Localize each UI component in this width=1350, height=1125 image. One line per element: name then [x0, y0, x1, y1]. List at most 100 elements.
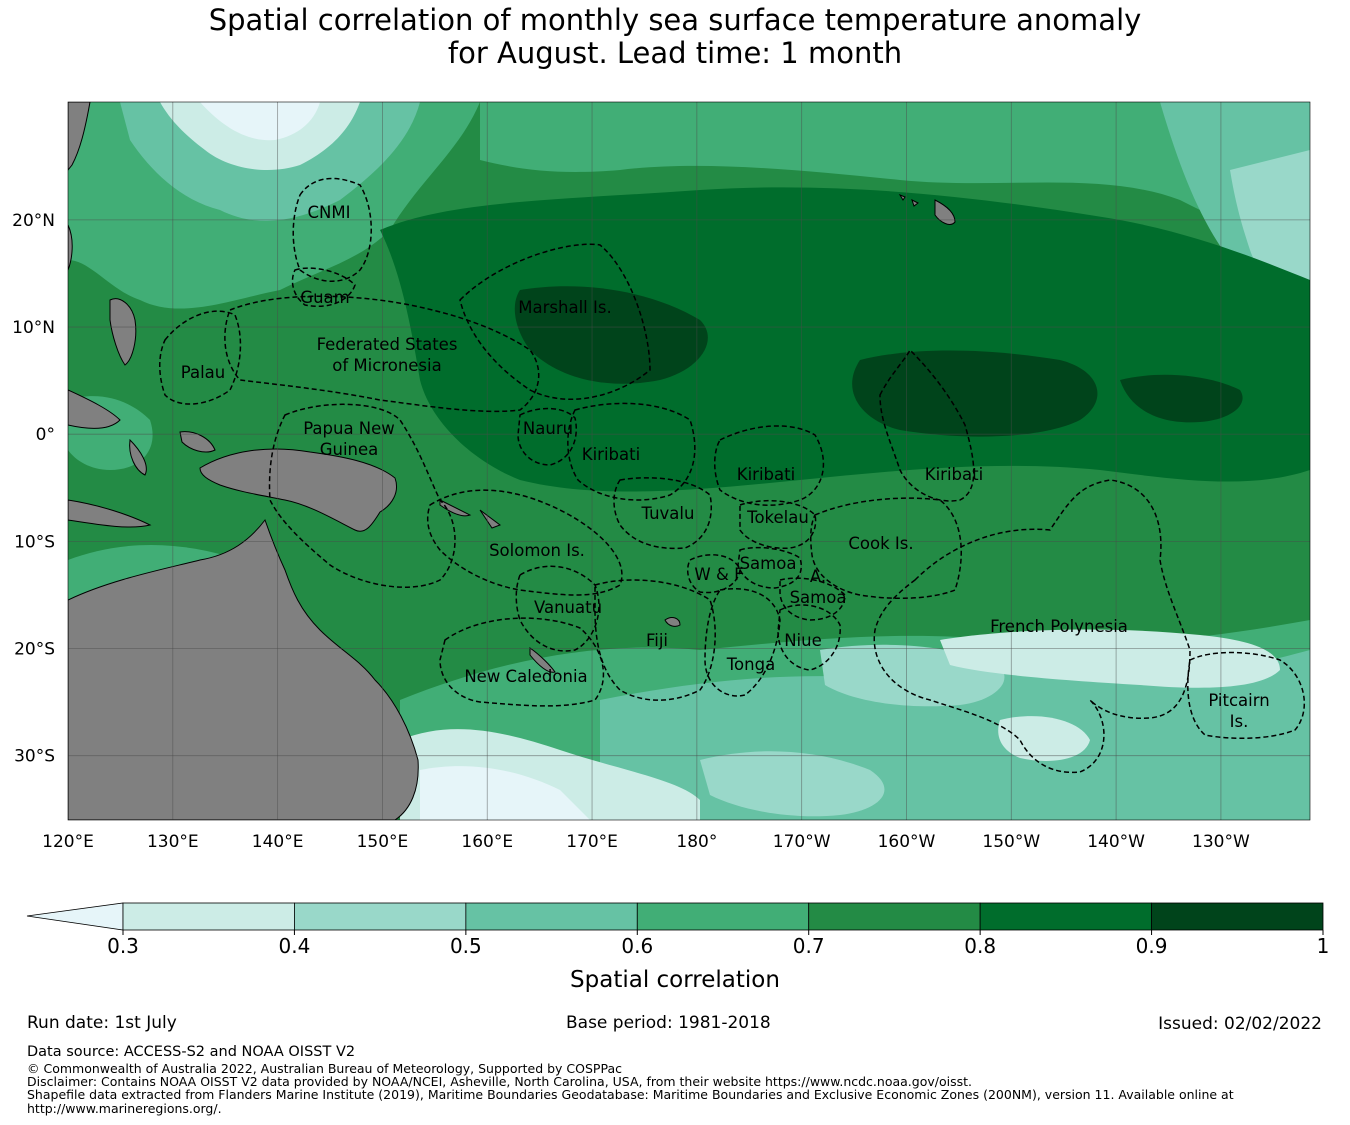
- map-frame: [67, 101, 1311, 821]
- colorbar-cell: [122, 902, 295, 931]
- svg-text:CNMI: CNMI: [308, 203, 351, 222]
- region-label-guam: Guam: [300, 288, 349, 307]
- svg-text:Guam: Guam: [300, 288, 349, 307]
- region-label-fsm: Federated States: [317, 335, 458, 354]
- eez-am-samoa: [779, 577, 846, 621]
- latitude-tick-label: 10°S: [14, 532, 55, 552]
- svg-text:Marshall Is.: Marshall Is.: [518, 298, 611, 317]
- data-source: Data source: ACCESS-S2 and NOAA OISST V2: [27, 1044, 356, 1060]
- eez-samoa: [737, 546, 802, 589]
- colorbar-cell: [636, 902, 810, 931]
- region-label-palau: Palau: [181, 363, 225, 382]
- colorbar-tick-label: 0.3: [107, 934, 139, 958]
- svg-text:Samoa: Samoa: [790, 588, 847, 607]
- longitude-tick-label: 140°W: [1087, 832, 1145, 852]
- region-label-pitcairn: Is.: [1230, 712, 1249, 731]
- copyright: © Commonwealth of Australia 2022, Austra…: [27, 1061, 622, 1076]
- colorbar-label: Spatial correlation: [570, 967, 780, 993]
- land-asia: [68, 102, 91, 171]
- run-date: Run date: 1st July: [27, 1013, 177, 1033]
- colorbar-tick-label: 0.4: [279, 934, 311, 958]
- graticule: [68, 102, 1310, 820]
- longitude-tick-label: 150°W: [982, 832, 1040, 852]
- colorbar-tick-labels: 0.3 0.4 0.5 0.6 0.7 0.8 0.9 1: [107, 930, 1329, 958]
- issued-date: Issued: 02/02/2022: [1158, 1014, 1322, 1034]
- disclaimer: Disclaimer: Contains NOAA OISST V2 data …: [27, 1074, 972, 1089]
- correlation-map: CNMI Guam Marshall Is. Federated States …: [12, 101, 1329, 993]
- land-hawaii-small: [898, 193, 919, 207]
- longitude-tick-label: 170°E: [566, 832, 618, 852]
- colorbar-tick-label: 0.9: [1136, 934, 1168, 958]
- land-fiji: [664, 617, 681, 627]
- eez-tokelau: [739, 499, 817, 550]
- longitude-tick-label: 180°: [676, 832, 717, 852]
- land-hawaii: [934, 199, 956, 225]
- svg-text:Cook Is.: Cook Is.: [848, 534, 913, 553]
- region-label-png: Guinea: [320, 440, 379, 459]
- svg-text:New Caledonia: New Caledonia: [464, 667, 587, 686]
- svg-text:Palau: Palau: [181, 363, 225, 382]
- svg-text:Fiji: Fiji: [646, 631, 668, 650]
- eez-guam: [291, 267, 356, 307]
- land-philippines: [109, 298, 137, 366]
- land-indonesia: [68, 499, 152, 528]
- region-label-kiribati: Kiribati: [737, 465, 795, 484]
- correlation-area: [514, 286, 708, 384]
- region-label-tuvalu: Tuvalu: [641, 504, 695, 523]
- region-label-am-samoa: A.: [810, 567, 826, 586]
- shapefile-url: http://www.marineregions.org/.: [27, 1101, 222, 1116]
- region-label-new-caledonia: New Caledonia: [464, 667, 587, 686]
- longitude-tick-label: 170°W: [773, 832, 831, 852]
- eez-cook: [810, 497, 962, 600]
- longitude-tick-label: 130°W: [1192, 832, 1250, 852]
- region-label-niue: Niue: [784, 631, 822, 650]
- colorbar-cell: [1151, 902, 1324, 931]
- colorbar-cell: [808, 902, 981, 931]
- region-label-cnmi: CNMI: [308, 203, 351, 222]
- svg-text:Tokelau: Tokelau: [746, 508, 809, 527]
- region-label-nauru: Nauru: [523, 419, 573, 438]
- correlation-area: [998, 716, 1090, 761]
- eez-cnmi: [292, 177, 372, 282]
- colorbar-cell: [465, 902, 638, 931]
- eez-fiji: [594, 579, 716, 701]
- eez-marshall: [459, 243, 651, 401]
- longitude-tick-labels: 120°E 130°E 140°E 150°E 160°E 170°E 180° 170°W 1…: [42, 832, 1250, 852]
- shapefile-credit: Shapefile data extracted from Flanders M…: [27, 1087, 1234, 1102]
- svg-text:Papua New: Papua New: [303, 419, 395, 438]
- eez-palau: [159, 310, 242, 405]
- eez-pitcairn: [1187, 651, 1306, 740]
- eez-tuvalu: [613, 477, 712, 550]
- svg-text:Is.: Is.: [1230, 712, 1249, 731]
- eez-tonga: [704, 588, 781, 697]
- correlation-area: [700, 751, 885, 817]
- colorbar-cells: [122, 902, 1324, 931]
- svg-text:Guinea: Guinea: [320, 440, 379, 459]
- region-label-vanuatu: Vanuatu: [534, 598, 602, 617]
- title-line-1: Spatial correlation of monthly sea surfa…: [208, 3, 1142, 37]
- svg-text:Federated States: Federated States: [317, 335, 458, 354]
- eez-kiribati-gilbert: [567, 402, 696, 501]
- eez-png: [268, 403, 456, 588]
- region-labels: CNMI Guam Marshall Is. Federated States …: [181, 203, 1270, 731]
- eez-kiribati-phoenix: [714, 425, 825, 506]
- region-label-tonga: Tonga: [726, 655, 775, 674]
- colorbar: 0.3 0.4 0.5 0.6 0.7 0.8 0.9 1 Spatial correlati…: [26, 902, 1329, 993]
- eez-nauru: [517, 407, 577, 466]
- colorbar-tick-label: 0.5: [450, 934, 482, 958]
- correlation-area: [1120, 374, 1243, 423]
- svg-text:Samoa: Samoa: [740, 554, 797, 573]
- svg-text:Tonga: Tonga: [726, 655, 775, 674]
- correlation-area: [852, 350, 1098, 437]
- region-label-cook: Cook Is.: [848, 534, 913, 553]
- svg-text:Nauru: Nauru: [523, 419, 573, 438]
- land-island: [179, 431, 216, 453]
- eez-fsm: [224, 295, 540, 413]
- land-borneo: [68, 389, 121, 429]
- region-label-am-samoa: Samoa: [790, 588, 847, 607]
- region-label-french-polynesia: French Polynesia: [990, 617, 1128, 636]
- region-label-solomon: Solomon Is.: [489, 541, 585, 560]
- svg-text:W & F: W & F: [694, 565, 743, 584]
- latitude-tick-label: 10°N: [12, 318, 55, 338]
- region-label-wallis: W & F: [694, 565, 743, 584]
